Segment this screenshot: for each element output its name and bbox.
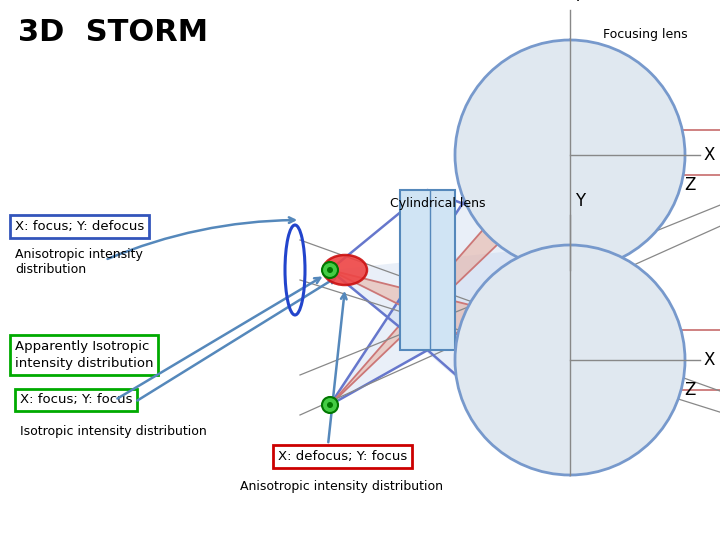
Text: X: defocus; Y: focus: X: defocus; Y: focus	[278, 450, 408, 463]
Polygon shape	[330, 245, 570, 475]
Circle shape	[322, 397, 338, 413]
Text: Z: Z	[684, 381, 696, 399]
Ellipse shape	[323, 255, 367, 285]
Text: Isotropic intensity distribution: Isotropic intensity distribution	[20, 425, 207, 438]
Bar	[400, 190, 455, 350]
Text: X: focus; Y: focus: X: focus; Y: focus	[20, 394, 132, 407]
Circle shape	[322, 262, 338, 278]
Text: Y: Y	[575, 192, 585, 210]
Text: Cylindrical lens: Cylindrical lens	[390, 197, 485, 210]
Text: Apparently Isotropic
intensity distribution: Apparently Isotropic intensity distribut…	[15, 340, 153, 370]
Polygon shape	[330, 130, 570, 405]
Text: X: focus; Y: defocus: X: focus; Y: defocus	[15, 220, 144, 233]
Circle shape	[327, 402, 333, 408]
Text: X: X	[704, 351, 716, 369]
Text: Focusing lens: Focusing lens	[603, 28, 688, 41]
Text: Y: Y	[572, 0, 582, 5]
Polygon shape	[330, 40, 570, 405]
Text: 3D  STORM: 3D STORM	[18, 18, 208, 47]
Circle shape	[455, 40, 685, 270]
Text: Anisotropic intensity
distribution: Anisotropic intensity distribution	[15, 248, 143, 276]
Polygon shape	[330, 270, 570, 390]
Text: X: X	[704, 146, 716, 164]
Text: Z: Z	[684, 176, 696, 194]
Circle shape	[455, 245, 685, 475]
Text: Anisotropic intensity distribution: Anisotropic intensity distribution	[240, 480, 443, 493]
Circle shape	[327, 267, 333, 273]
